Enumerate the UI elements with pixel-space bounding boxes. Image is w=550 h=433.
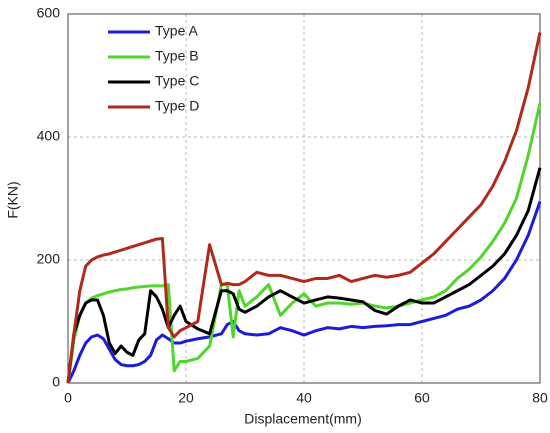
x-axis-label: Displacement(mm)	[244, 411, 361, 427]
series-line	[66, 102, 542, 384]
series-line	[66, 32, 542, 384]
legend-label: Type B	[155, 48, 199, 64]
series-line	[66, 167, 542, 384]
y-tick-label: 400	[37, 128, 61, 144]
y-tick-label: 0	[52, 374, 60, 390]
x-tick-label: 0	[64, 390, 72, 406]
y-tick-label: 600	[37, 5, 61, 21]
legend-label: Type D	[155, 98, 199, 114]
x-tick-label: 20	[178, 390, 194, 406]
legend-label: Type A	[155, 23, 198, 39]
series-line	[66, 201, 542, 384]
y-tick-label: 200	[37, 251, 61, 267]
legend-label: Type C	[155, 73, 199, 89]
plot-frame	[67, 13, 541, 384]
x-tick-label: 40	[296, 390, 312, 406]
y-axis-label: F(KN)	[5, 181, 21, 218]
x-tick-label: 60	[414, 390, 430, 406]
x-tick-label: 80	[532, 390, 548, 406]
